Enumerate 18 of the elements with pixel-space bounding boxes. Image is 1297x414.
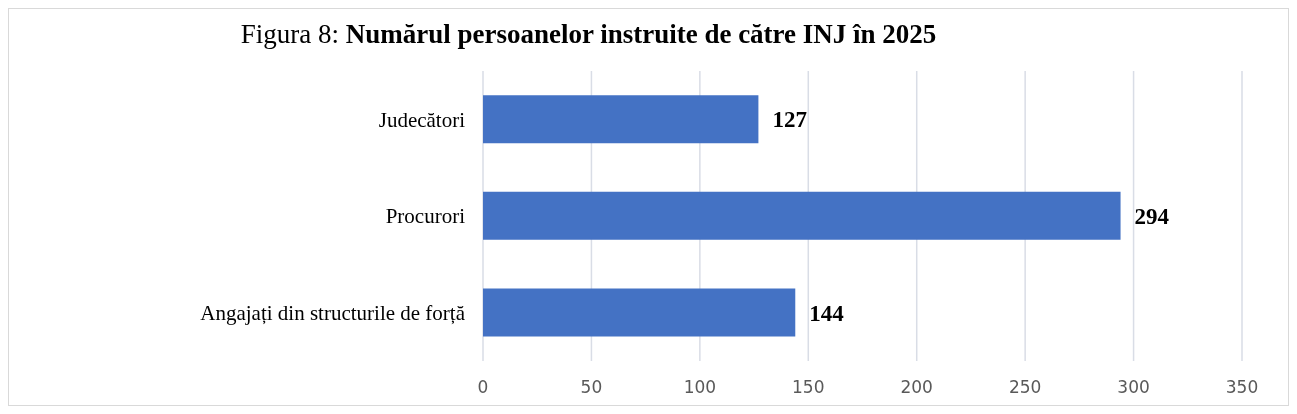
x-tick-label: 50 [580, 377, 603, 398]
x-tick-label: 200 [900, 377, 933, 398]
y-tick-label: Judecători [378, 107, 466, 132]
bar [483, 95, 759, 144]
x-tick-label: 300 [1117, 377, 1150, 398]
data-label: 294 [1134, 204, 1170, 229]
bar [483, 288, 796, 337]
x-tick-label: 0 [477, 377, 489, 398]
x-tick-label: 250 [1008, 377, 1042, 398]
data-label: 144 [809, 300, 845, 326]
x-tick-label: 150 [792, 377, 825, 398]
bar [483, 191, 1121, 240]
chart-title: Figura 8: Numărul persoanelor instruite de către INJ în 2025 [240, 19, 937, 49]
data-label: 127 [772, 107, 807, 133]
y-tick-label: Angajați din structurile de forță [200, 301, 466, 326]
y-tick-label: Procurori [385, 204, 466, 229]
x-tick-label: 350 [1225, 377, 1259, 398]
x-tick-label: 100 [683, 377, 717, 398]
